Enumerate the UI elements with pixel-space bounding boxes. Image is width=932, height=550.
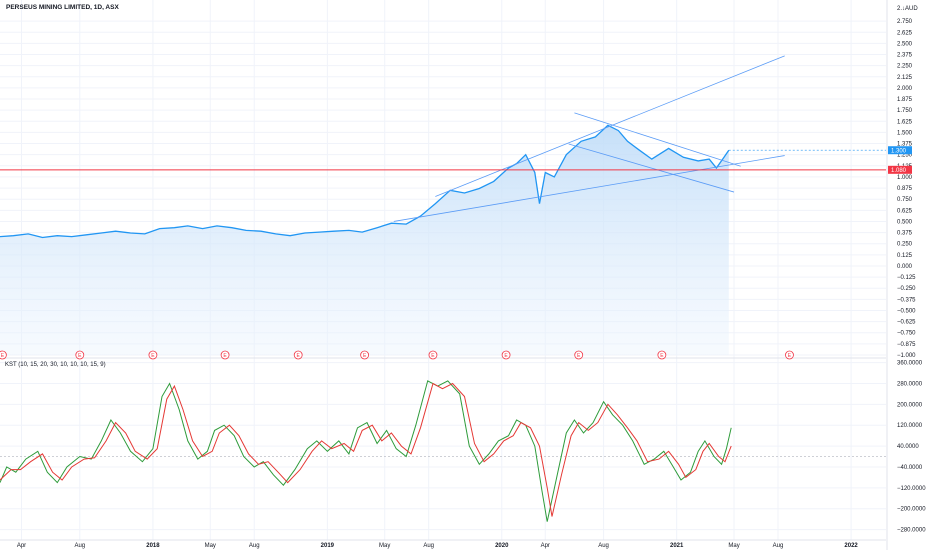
- earnings-marker-label: E: [431, 353, 435, 359]
- earnings-marker-label: E: [504, 353, 508, 359]
- earnings-marker-label: E: [1, 353, 5, 359]
- price-tick-label: 2.750: [897, 19, 913, 25]
- support-price-label: 1.080: [891, 168, 907, 174]
- earnings-marker-label: E: [363, 353, 367, 359]
- price-tick-label: −0.250: [897, 286, 916, 292]
- current-price-badge: [888, 146, 912, 155]
- price-tick-label: 2.500: [897, 41, 913, 47]
- kst-tick-label: 360.0000: [897, 361, 923, 367]
- kst-tick-label: 280.0000: [897, 381, 923, 387]
- chart-axes: 2.↓AUD 2.750 2.625 2.500 2.375 2.250 2.125 2.00…: [17, 6, 926, 549]
- price-tick-label: −0.875: [897, 342, 916, 348]
- kst-tick-label: 40.0000: [897, 444, 919, 450]
- earnings-marker-label: E: [660, 353, 664, 359]
- kst-signal-line: [0, 382, 732, 517]
- kst-indicator-title: KST (10, 15, 20, 30, 10, 10, 10, 15, 9): [5, 362, 106, 368]
- kst-tick-label: −280.0000: [897, 528, 926, 534]
- price-tick-label: 0.750: [897, 197, 913, 203]
- earnings-marker-label: E: [78, 353, 82, 359]
- price-tick-label: 1.625: [897, 119, 913, 125]
- x-tick-label: Aug: [74, 543, 85, 549]
- x-tick-label: 2022: [844, 543, 858, 549]
- current-price-label: 1.300: [891, 148, 907, 154]
- price-tick-label: 1.000: [897, 175, 913, 181]
- price-tick-label: 0.125: [897, 253, 913, 259]
- earnings-marker: [657, 350, 667, 360]
- price-tick-label: −0.500: [897, 308, 916, 314]
- x-tick-label: Aug: [773, 543, 784, 549]
- price-tick-label: 1.375: [897, 142, 913, 148]
- price-line: [0, 124, 730, 239]
- earnings-marker: [75, 350, 85, 360]
- trend-line: [568, 143, 735, 193]
- price-tick-label: 0.375: [897, 231, 913, 237]
- currency-label: 2.↓AUD: [897, 6, 918, 12]
- kst-line: [0, 380, 732, 522]
- price-tick-label: 1.250: [897, 153, 913, 159]
- kst-tick-label: −40.0000: [897, 465, 923, 471]
- x-tick-label: Aug: [598, 543, 609, 549]
- price-tick-label: 1.750: [897, 108, 913, 114]
- price-tick-label: −0.625: [897, 320, 916, 326]
- price-tick-label: −0.125: [897, 275, 916, 281]
- x-tick-label: Aug: [423, 543, 434, 549]
- price-tick-label: 0.000: [897, 264, 913, 270]
- price-area-fill: [0, 125, 729, 355]
- trend-line: [435, 55, 785, 197]
- price-tick-label: 2.375: [897, 53, 913, 59]
- kst-tick-label: 200.0000: [897, 402, 923, 408]
- earnings-marker-label: E: [788, 353, 792, 359]
- price-tick-label: 1.500: [897, 130, 913, 136]
- earnings-marker: [0, 350, 7, 360]
- price-tick-label: 2.250: [897, 64, 913, 70]
- earnings-marker: [785, 350, 794, 360]
- support-price-badge: [888, 165, 912, 174]
- x-tick-label: 2021: [670, 543, 684, 549]
- price-tick-label: −0.750: [897, 331, 916, 337]
- price-tick-label: 2.625: [897, 30, 913, 36]
- price-tick-label: 2.000: [897, 86, 913, 92]
- x-tick-label: 2020: [495, 543, 509, 549]
- x-tick-label: 2019: [321, 543, 335, 549]
- trend-line: [393, 155, 785, 222]
- price-tick-label: 0.875: [897, 186, 913, 192]
- chart-title: PERSEUS MINING LIMITED, 1D, ASX: [6, 4, 119, 11]
- x-tick-label: May: [205, 543, 216, 549]
- earnings-marker-label: E: [151, 353, 155, 359]
- earnings-marker-label: E: [223, 353, 227, 359]
- price-tick-label: −1.000: [897, 353, 916, 359]
- x-tick-label: Apr: [541, 543, 550, 549]
- price-tick-label: 0.625: [897, 208, 913, 214]
- earnings-marker: [220, 350, 230, 360]
- x-tick-label: 2018: [146, 543, 160, 549]
- earnings-marker: [148, 350, 158, 360]
- price-tick-label: −0.375: [897, 297, 916, 303]
- x-tick-label: Aug: [249, 543, 260, 549]
- chart-grid: [0, 0, 888, 550]
- price-tick-label: 0.250: [897, 242, 913, 248]
- earnings-marker-label: E: [297, 353, 301, 359]
- kst-tick-label: −200.0000: [897, 507, 926, 513]
- x-tick-label: May: [379, 543, 390, 549]
- price-tick-label: 1.875: [897, 97, 913, 103]
- kst-tick-label: 120.0000: [897, 423, 923, 429]
- earnings-marker: [293, 350, 303, 360]
- earnings-marker: [574, 350, 584, 360]
- trend-line: [574, 112, 741, 167]
- kst-pane[interactable]: [0, 380, 886, 522]
- price-tick-label: 0.500: [897, 219, 913, 225]
- earnings-marker: [360, 350, 370, 360]
- kst-tick-label: −120.0000: [897, 486, 926, 492]
- price-tick-label: 2.125: [897, 75, 913, 81]
- x-tick-label: May: [728, 543, 739, 549]
- x-tick-label: Apr: [17, 543, 26, 549]
- earnings-marker: [501, 350, 511, 360]
- earnings-marker: [428, 350, 438, 360]
- earnings-marker-label: E: [577, 353, 581, 359]
